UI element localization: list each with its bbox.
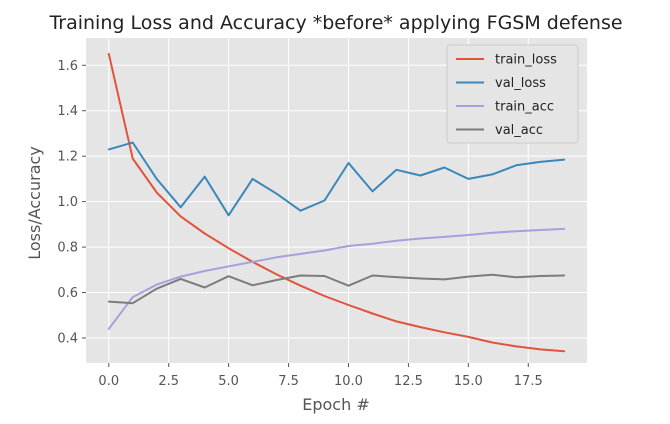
x-tick-label: 12.5 — [394, 374, 423, 389]
y-tick-label: 1.6 — [57, 59, 78, 74]
series-line-train-acc — [107, 227, 566, 330]
series-line-train-loss — [107, 52, 566, 353]
series-line-val-loss — [107, 141, 566, 217]
series-line-val-acc — [107, 273, 566, 305]
x-tick-label: 15.0 — [454, 374, 483, 389]
legend-label: train_acc — [495, 100, 554, 115]
x-tick-label: 10.0 — [334, 374, 363, 389]
legend-label: train_loss — [495, 53, 557, 68]
x-tick-label: 0.0 — [98, 374, 119, 389]
x-tick-label: 7.5 — [278, 374, 299, 389]
x-tick-label: 17.5 — [514, 374, 543, 389]
legend-label: val_loss — [495, 76, 546, 91]
x-tick-label: 5.0 — [218, 374, 239, 389]
legend-box — [446, 44, 579, 144]
x-axis-label: Epoch # — [302, 395, 369, 414]
y-tick-label: 0.6 — [57, 286, 78, 301]
y-axis-ticks: 0.4 0.6 0.8 1.0 1.2 1.4 1.6 — [57, 59, 86, 347]
legend-label: val_acc — [495, 123, 543, 138]
y-tick-label: 1.4 — [57, 104, 78, 119]
series-lines — [107, 52, 566, 353]
y-tick-label: 1.2 — [57, 150, 78, 165]
x-tick-label: 2.5 — [158, 374, 179, 389]
chart-title: Training Loss and Accuracy *before* appl… — [48, 12, 622, 34]
legend: train_loss val_loss train_acc val_acc — [446, 44, 579, 144]
y-tick-label: 0.4 — [57, 332, 78, 347]
y-tick-label: 0.8 — [57, 241, 78, 256]
y-tick-label: 1.0 — [57, 195, 78, 210]
x-axis-ticks: 0.0 2.5 5.0 7.5 10.0 12.5 15.0 17.5 — [98, 363, 543, 389]
y-axis-label: Loss/Accuracy — [25, 146, 44, 260]
